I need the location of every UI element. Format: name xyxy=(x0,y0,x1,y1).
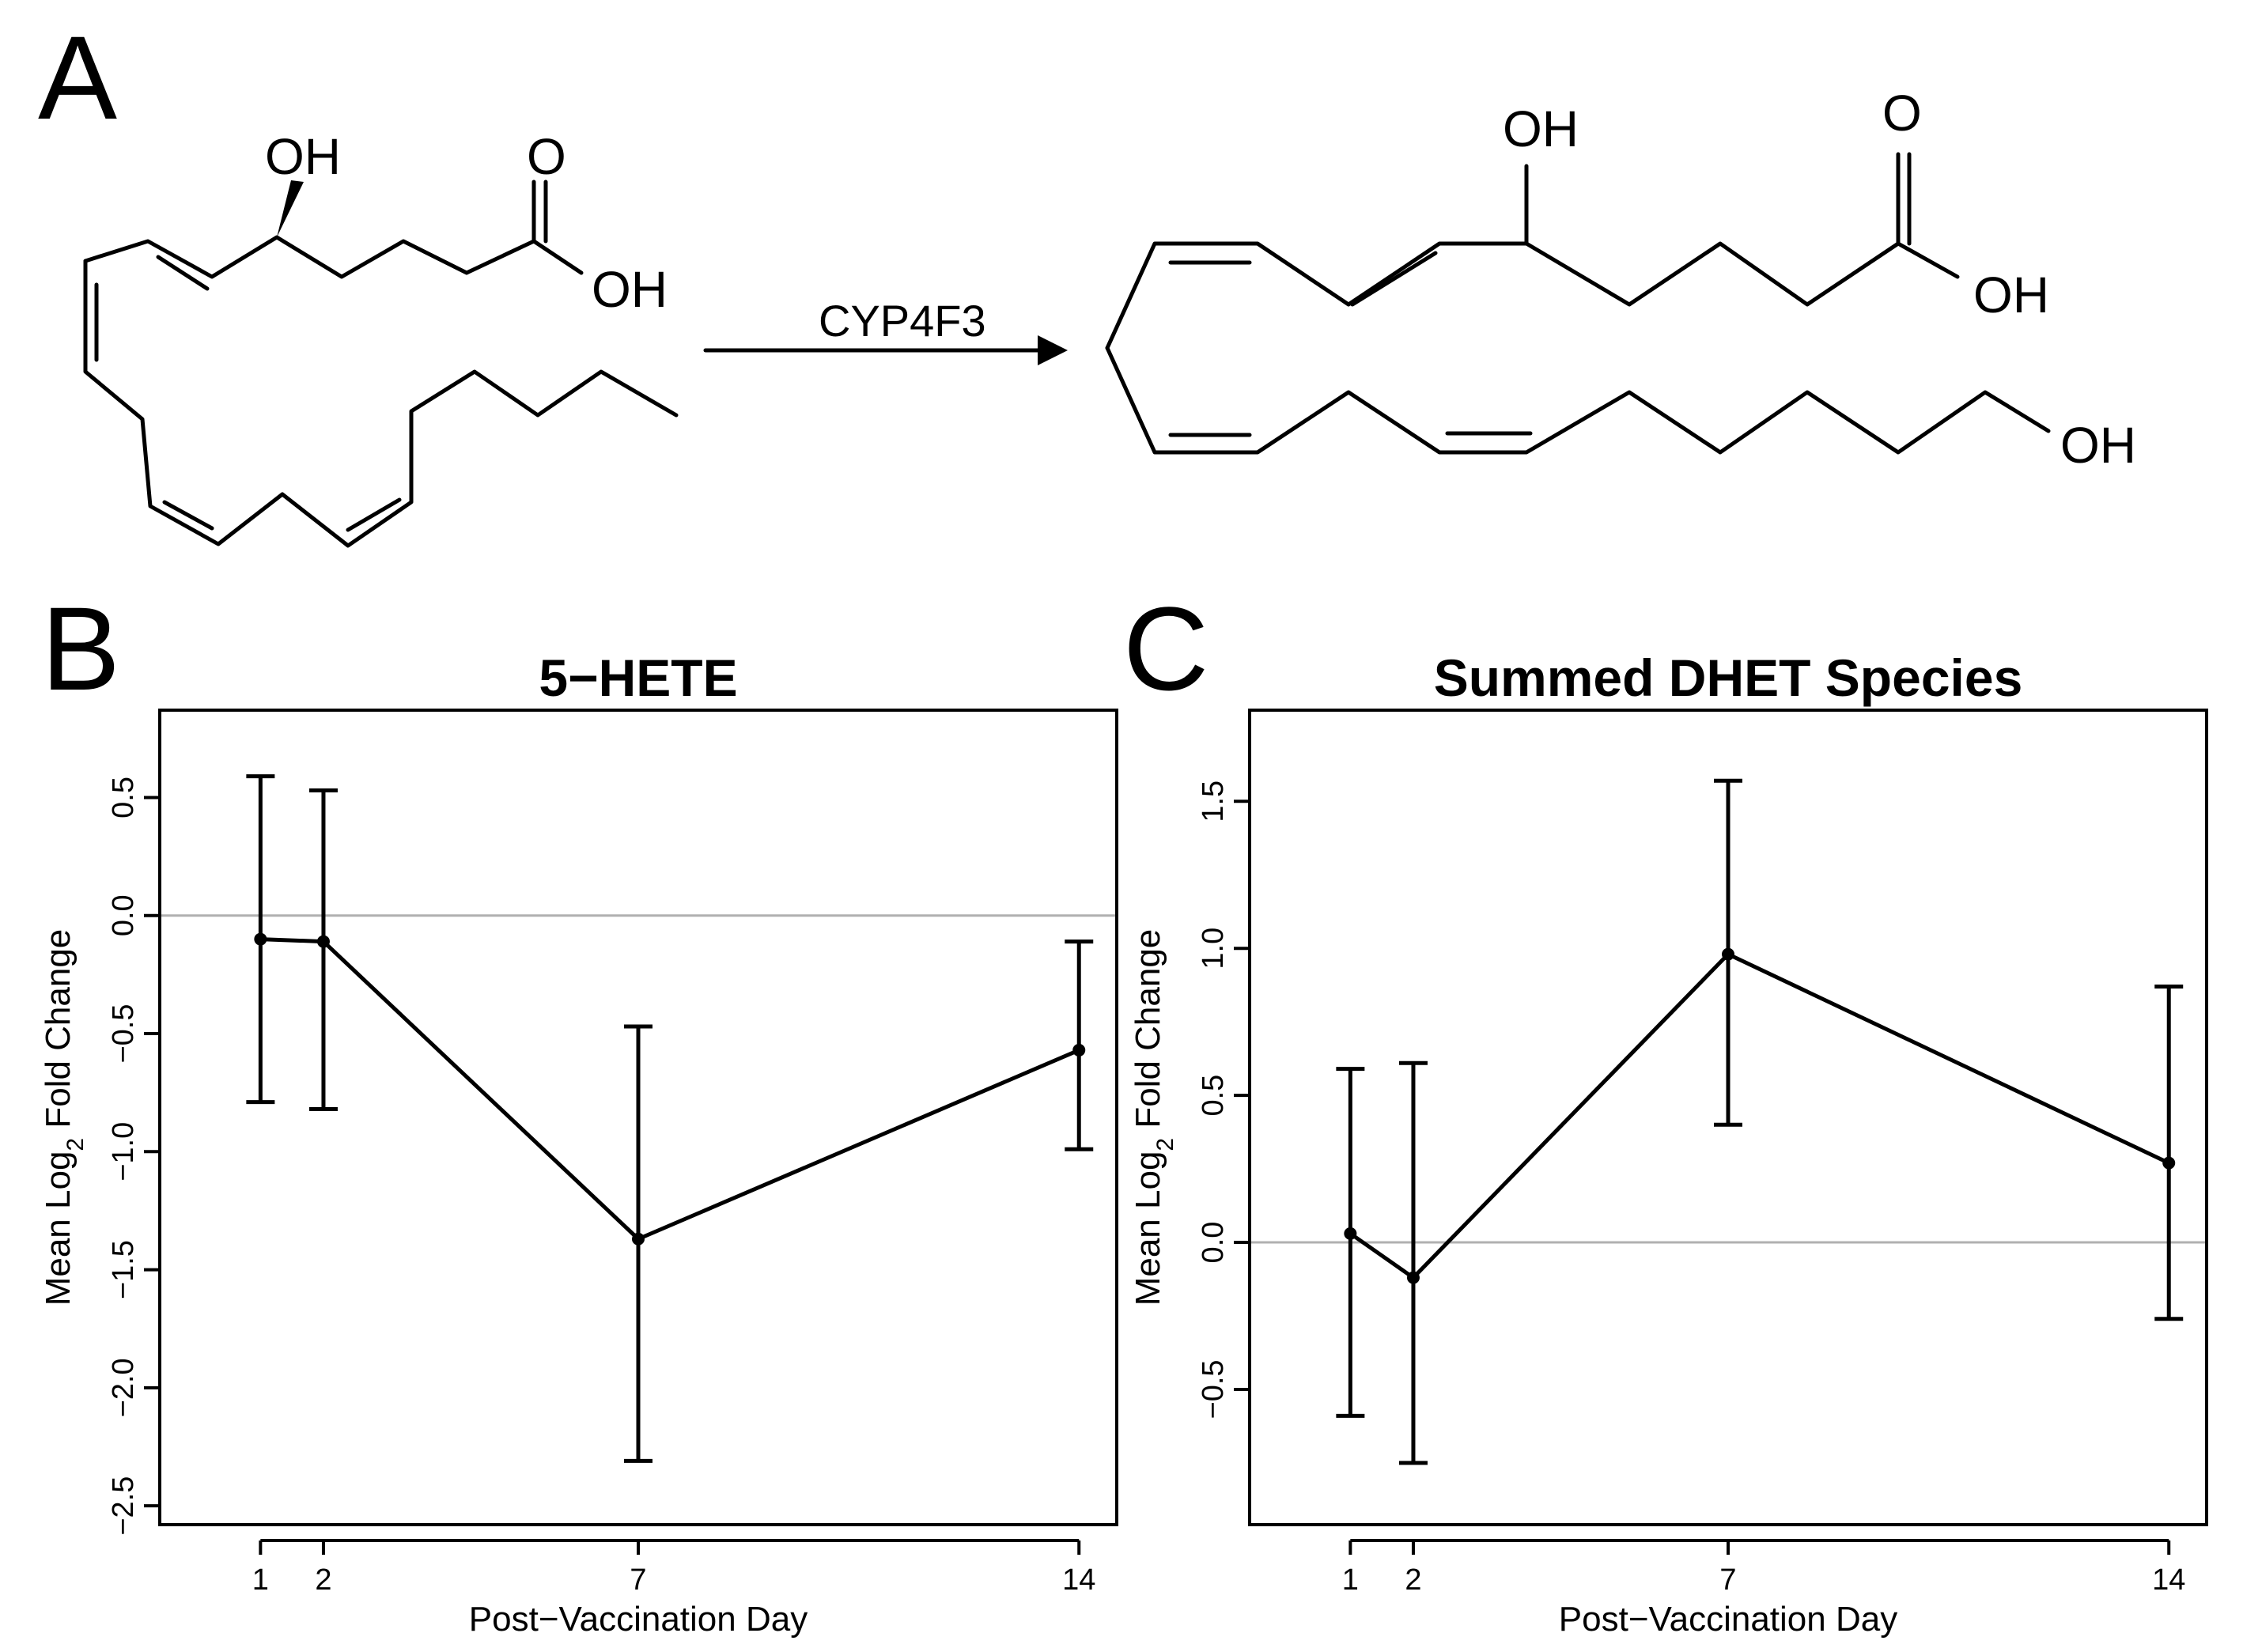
y-tick-label: 0.5 xyxy=(107,777,140,818)
hete-hydroxyl-bond xyxy=(531,239,584,275)
x-axis-label: Post−Vaccination Day xyxy=(1559,1600,1897,1639)
data-point xyxy=(316,935,330,948)
y-tick-label: 1.5 xyxy=(1197,781,1230,822)
x-tick-label: 2 xyxy=(1405,1563,1421,1597)
y-tick-label: −0.5 xyxy=(107,1004,140,1063)
hete-double-bond-1 xyxy=(156,255,210,291)
hete-double-bond-4 xyxy=(346,497,402,532)
x-tick-label: 1 xyxy=(252,1563,269,1597)
product-chain-lower xyxy=(1105,346,2051,455)
y-tick-label: −0.5 xyxy=(1197,1359,1230,1419)
y-tick-label: 0.0 xyxy=(107,894,140,936)
product-chain-upper xyxy=(1105,241,1960,350)
data-point xyxy=(254,932,267,946)
arrow-head xyxy=(1038,335,1068,365)
chart-title: Summed DHET Species xyxy=(1434,648,2023,707)
panel-c: C Summed DHET Species 1.5 1.0 0.5 0.0 −0.5 1 2… xyxy=(1123,582,2208,1639)
panel-a: A OH O OH CYP4F3 xyxy=(38,11,2136,548)
error-bar xyxy=(2154,985,2184,1321)
series-line xyxy=(260,937,1080,1242)
data-point xyxy=(1406,1271,1420,1284)
data-point xyxy=(2162,1156,2176,1170)
product-oh-label-omega: OH xyxy=(2060,417,2136,474)
data-point xyxy=(632,1232,645,1246)
panel-b: B 5−HETE 0.5 0.0 −0.5 −1.0 −1.5 −2.0 −2.5 1 2 7 14… xyxy=(39,582,1118,1639)
hete-o-label: O xyxy=(527,128,566,185)
product-double-bond-2 xyxy=(1350,251,1438,307)
data-point xyxy=(1072,1043,1086,1057)
chart-summed-dhet: Summed DHET Species 1.5 1.0 0.5 0.0 −0.5 1 2 7 1… xyxy=(1129,648,2208,1639)
hete-chain-lower xyxy=(83,259,679,548)
y-tick-label: −2.5 xyxy=(107,1476,140,1536)
series-line xyxy=(1348,952,2170,1280)
molecule-product-structure: OH O OH OH xyxy=(1105,85,2136,474)
error-bar xyxy=(308,788,338,1112)
chart-5-hete: 5−HETE 0.5 0.0 −0.5 −1.0 −1.5 −2.0 −2.5 1 2 7 14 P… xyxy=(39,648,1118,1639)
y-tick-label: −1.0 xyxy=(107,1122,140,1181)
panel-letter-b: B xyxy=(41,582,120,715)
panel-letter-a: A xyxy=(38,11,117,144)
x-tick-label: 1 xyxy=(1342,1563,1359,1597)
y-axis-label: Mean Log2 Fold Change xyxy=(39,929,89,1306)
y-tick-label: 1.0 xyxy=(1197,928,1230,970)
y-tick-label: −1.5 xyxy=(107,1240,140,1299)
hete-double-bond-3 xyxy=(162,500,214,531)
error-bar xyxy=(1398,1060,1428,1465)
molecule-5-hete-structure: OH O OH xyxy=(83,128,679,548)
x-tick-label: 14 xyxy=(1062,1563,1095,1597)
x-tick-label: 7 xyxy=(630,1563,646,1597)
product-o-label: O xyxy=(1882,85,1922,142)
x-axis-label: Post−Vaccination Day xyxy=(469,1600,808,1639)
x-tick-label: 2 xyxy=(315,1563,331,1597)
enzyme-label: CYP4F3 xyxy=(819,296,986,346)
x-tick-label: 14 xyxy=(2152,1563,2185,1597)
product-oh-label-c5: OH xyxy=(1503,100,1579,157)
y-tick-label: 0.0 xyxy=(1197,1222,1230,1264)
panel-letter-c: C xyxy=(1123,582,1208,715)
hete-oh-label-acid: OH xyxy=(592,261,668,318)
chart-title: 5−HETE xyxy=(539,648,737,707)
y-tick-label: 0.5 xyxy=(1197,1075,1230,1117)
hete-stereo-wedge xyxy=(277,180,304,237)
y-axis-label: Mean Log2 Fold Change xyxy=(1129,929,1178,1306)
hete-chain-upper xyxy=(83,235,536,279)
reaction-arrow: CYP4F3 xyxy=(703,296,1068,365)
data-point xyxy=(1722,947,1734,961)
x-tick-label: 7 xyxy=(1719,1563,1736,1597)
hete-oh-label-top: OH xyxy=(265,128,341,185)
data-point xyxy=(1344,1227,1357,1240)
y-tick-label: −2.0 xyxy=(107,1358,140,1417)
error-bar xyxy=(1336,1067,1365,1418)
product-oh-label-acid: OH xyxy=(1973,267,2049,323)
